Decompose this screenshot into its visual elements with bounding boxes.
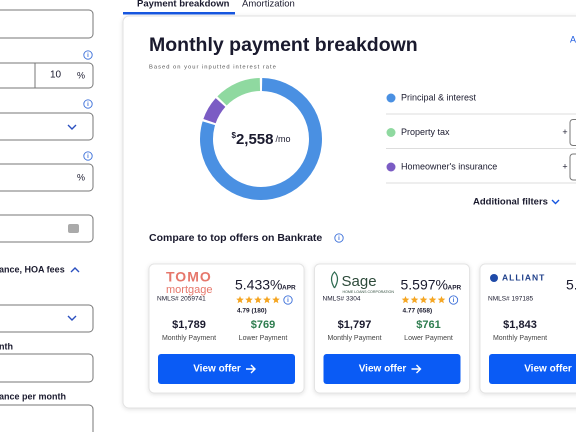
input[interactable] — [0, 404, 94, 432]
select[interactable] — [0, 304, 94, 333]
rate: 5. — [566, 277, 576, 293]
unit: % — [77, 172, 85, 182]
logo: HOME LOANS CORPORATION — [343, 290, 395, 294]
logo: Sage — [342, 273, 377, 290]
lower-payment: $769 — [251, 319, 275, 331]
logo-icon — [330, 271, 339, 289]
nmls: NMLS# 197185 — [488, 296, 534, 303]
arrow-icon — [411, 364, 422, 374]
star — [419, 296, 428, 304]
view-offer-button[interactable] — [323, 354, 461, 384]
unit: % — [77, 70, 85, 80]
star — [245, 296, 253, 304]
monthly-payment: $1,797 — [338, 319, 372, 331]
input[interactable] — [0, 62, 94, 89]
star — [401, 296, 410, 304]
view-offer-button[interactable] — [158, 354, 295, 384]
title: Monthly payment breakdown — [149, 34, 418, 56]
subtitle: Based on your inputted interest rate — [149, 65, 277, 71]
tab[interactable]: Payment breakdown — [137, 0, 230, 10]
legend-dot — [386, 162, 396, 172]
button-label: View offer — [193, 364, 241, 375]
plus: + — [562, 161, 567, 171]
rate-value: 10 — [50, 70, 62, 81]
form-panel — [0, 9, 94, 432]
legend-dot — [386, 128, 396, 137]
tab-indicator — [123, 12, 235, 15]
monthly-label: Monthly Payment — [162, 335, 216, 342]
input[interactable] — [0, 353, 94, 383]
apr: APR — [282, 285, 296, 292]
view-offer-button[interactable] — [489, 354, 576, 384]
monthly-payment: $1,843 — [503, 319, 537, 331]
nmls: NMLS# 2059741 — [157, 296, 206, 303]
star — [428, 296, 437, 304]
star — [437, 296, 446, 304]
legend: Principal & interest Property tax + Homeown… — [386, 92, 576, 184]
donut-segment — [200, 78, 322, 200]
input[interactable] — [0, 163, 94, 192]
input[interactable] — [0, 214, 94, 243]
rating: 4.79 (180) — [237, 308, 267, 315]
offers-heading: Compare to top offers on Bankrate — [149, 232, 322, 244]
donut-chart — [200, 78, 322, 200]
donut-segment — [203, 98, 226, 124]
lower-payment: $761 — [416, 319, 440, 331]
star — [410, 296, 419, 304]
rating: 4.77 (658) — [403, 308, 433, 315]
field-label: ance per month — [0, 391, 66, 401]
select[interactable] — [0, 112, 94, 141]
star — [263, 296, 271, 304]
input[interactable] — [569, 153, 576, 181]
button-label: View offer — [359, 364, 407, 375]
lower-label: Lower Payment — [404, 335, 453, 342]
total: $2,558/mo — [231, 131, 290, 148]
rate: 5.597% — [401, 277, 448, 293]
input[interactable] — [0, 9, 94, 39]
filters-link[interactable]: Additional filters — [473, 197, 548, 208]
logo: ALLIANT — [502, 272, 545, 282]
unit: /mo — [275, 134, 290, 144]
lower-label: Lower Payment — [239, 335, 288, 342]
logo: mortgage — [166, 284, 212, 296]
button-label: View offer — [524, 364, 572, 375]
input[interactable] — [569, 119, 576, 146]
arrow-icon — [246, 364, 256, 374]
tab[interactable]: Amortization — [242, 0, 295, 10]
rate: 5.433% — [235, 277, 282, 293]
currency: $ — [231, 131, 236, 140]
legend-label: Principal & interest — [401, 92, 477, 102]
amount: 2,558 — [236, 131, 274, 148]
logo: TOMO — [166, 269, 212, 285]
monthly-label: Monthly Payment — [327, 335, 381, 342]
monthly-payment: $1,789 — [172, 319, 206, 331]
logo-icon — [490, 274, 498, 282]
star — [254, 296, 262, 304]
monthly-label: Monthly Payment — [493, 335, 547, 342]
field-label: nth — [0, 341, 13, 351]
link[interactable]: A — [570, 34, 576, 44]
nmls: NMLS# 3304 — [323, 296, 361, 303]
star — [236, 296, 244, 304]
star — [272, 296, 280, 304]
legend-label: Property tax — [401, 127, 450, 137]
donut-segment — [217, 78, 261, 106]
plus: + — [562, 127, 567, 137]
legend-dot — [386, 93, 396, 103]
legend-label: Homeowner's insurance — [401, 161, 497, 171]
section-label: ance, HOA fees — [0, 264, 65, 274]
apr: APR — [448, 285, 462, 292]
